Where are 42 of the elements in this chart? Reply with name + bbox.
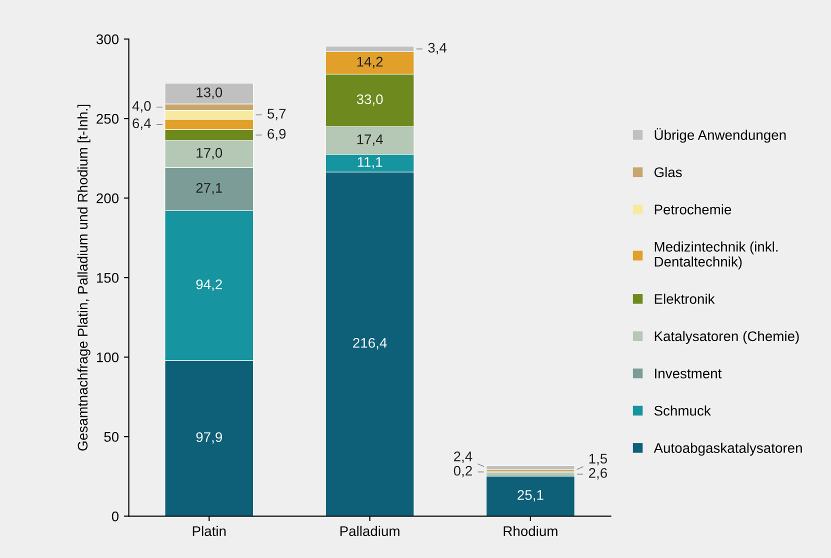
bar — [486, 465, 575, 470]
y-tick-label: 150 — [96, 272, 119, 283]
legend-label: Schmuck — [654, 405, 711, 416]
y-tick-label: 200 — [96, 193, 119, 204]
legend-label: Elektronik — [654, 294, 715, 304]
legend-label: Autoabgaskatalysatoren — [654, 442, 802, 456]
x-tick-label: Platin — [192, 526, 226, 536]
data-label: 2,4 — [454, 452, 472, 463]
data-label: 11,1 — [358, 157, 382, 169]
legend-label: Petrochemie — [654, 204, 732, 214]
data-label: 3,4 — [428, 42, 447, 54]
data-label: 17,4 — [357, 134, 383, 146]
data-label: 13,0 — [196, 88, 222, 99]
data-label: 216,4 — [353, 338, 387, 350]
data-label: 14,2 — [357, 56, 383, 68]
x-tick-label: Rhodium — [504, 526, 558, 536]
data-label: 27,1 — [196, 183, 222, 194]
legend-label: Investment — [655, 368, 722, 378]
legend-label: Katalysatoren (Chemie) — [654, 330, 799, 344]
y-axis-title: Gesamtnachfrage Platin, Palladium und Rhodium [t-Inh.] — [77, 104, 90, 451]
data-label: 94,2 — [196, 279, 222, 291]
data-label: 2,6 — [588, 468, 607, 480]
y-tick-label: 50 — [104, 432, 119, 442]
data-label: 6,4 — [132, 118, 151, 130]
data-label: 97,9 — [196, 432, 222, 444]
data-label: 5,7 — [268, 108, 286, 120]
data-label: 1,5 — [589, 454, 608, 466]
y-tick-label: 0 — [112, 511, 119, 522]
data-label: 0,2 — [454, 466, 472, 478]
data-label: 33,0 — [356, 94, 383, 106]
legend-label: Medizintechnik (inkl. Dentaltechnik) — [654, 241, 778, 270]
x-tick-label: Palladium — [340, 526, 400, 536]
legend-label: Glas — [654, 166, 682, 178]
data-label: 25,1 — [518, 490, 544, 502]
legend-label: Übrige Anwendungen — [654, 128, 786, 143]
y-tick-label: 100 — [96, 352, 119, 362]
bar — [486, 476, 575, 516]
data-label: 6,9 — [268, 128, 286, 140]
data-label: 17,0 — [196, 148, 222, 160]
y-tick-label: 250 — [96, 114, 119, 124]
y-tick-label: 300 — [96, 34, 119, 44]
data-label: 4,0 — [132, 101, 151, 112]
